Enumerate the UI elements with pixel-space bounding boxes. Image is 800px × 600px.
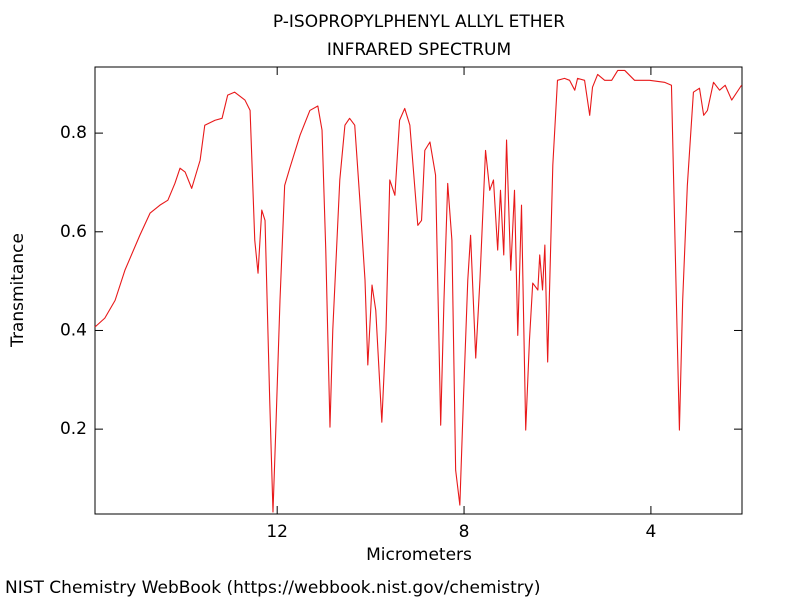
spectrum-line <box>94 69 742 513</box>
y-tick-label: 0.8 <box>60 123 87 143</box>
x-tick-label: 4 <box>645 522 656 542</box>
source-note: NIST Chemistry WebBook (https://webbook.… <box>5 578 540 598</box>
y-tick-label: 0.4 <box>60 320 87 340</box>
x-axis-label: Micrometers <box>366 545 472 565</box>
x-tick-label: 12 <box>266 522 288 542</box>
y-axis-label: Transmitance <box>8 233 28 348</box>
x-tick-label: 8 <box>459 522 470 542</box>
y-tick-label: 0.6 <box>60 222 87 242</box>
chart-title: P-ISOPROPYLPHENYL ALLYL ETHER <box>273 12 565 32</box>
chart-subtitle: INFRARED SPECTRUM <box>327 40 511 60</box>
y-tick-label: 0.2 <box>60 419 87 439</box>
plot-frame <box>94 66 743 515</box>
